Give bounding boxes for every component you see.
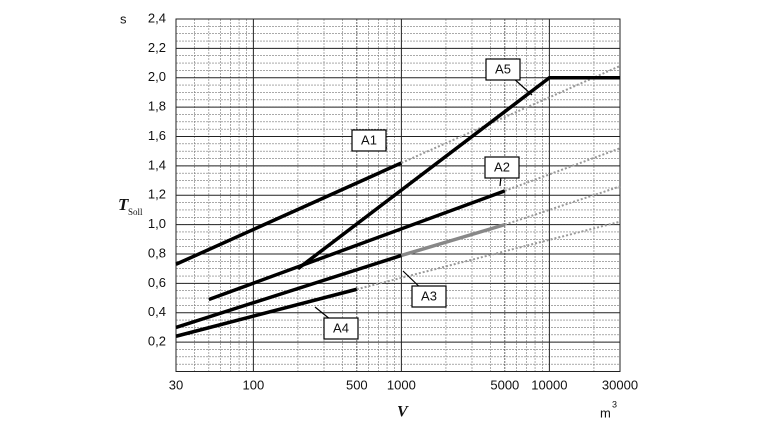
x-tick-label: 30000 [602, 377, 638, 392]
y-tick-label: 1,6 [148, 128, 166, 143]
series-line [175, 161, 403, 266]
y-tick-label: 0,2 [148, 334, 166, 349]
y-tick-label: 1,0 [148, 216, 166, 231]
y-tick-label: 2,4 [148, 10, 166, 25]
y-tick-label: 1,2 [148, 187, 166, 202]
series-label: A4 [333, 320, 349, 335]
x-tick-label: 100 [243, 377, 265, 392]
x-tick-label: 10000 [531, 377, 567, 392]
y-tick-label: 1,8 [148, 99, 166, 114]
x-unit: m [600, 405, 611, 420]
series-label: A1 [361, 132, 377, 147]
series-line [208, 189, 506, 302]
x-label: V [397, 404, 409, 421]
series-line [504, 185, 621, 226]
label-box [351, 129, 387, 152]
y-tick-label: 2,0 [148, 69, 166, 84]
label-box [485, 58, 521, 81]
series-line [175, 287, 358, 338]
x-tick-label: 30 [169, 377, 183, 392]
x-unit-sup: 3 [612, 399, 617, 409]
label-box [484, 156, 520, 179]
y-tick-label: 0,8 [148, 245, 166, 260]
label-box [323, 317, 359, 340]
y-label: T [118, 195, 129, 214]
y-tick-label: 2,2 [148, 40, 166, 55]
series-line [400, 222, 506, 258]
x-tick-label: 5000 [490, 377, 519, 392]
series-label: A3 [421, 288, 437, 303]
series-line [175, 253, 402, 330]
plot-frame [175, 18, 621, 372]
series-line [504, 147, 621, 192]
y-tick-label: 0,4 [148, 304, 166, 319]
series-label: A2 [494, 159, 510, 174]
series-line [356, 220, 621, 291]
label-box [411, 285, 447, 308]
series-label: A5 [495, 61, 511, 76]
series-line [296, 76, 620, 271]
x-tick-label: 1000 [387, 377, 416, 392]
y-label-sub: Soll [128, 207, 143, 217]
x-tick-label: 500 [346, 377, 368, 392]
y-unit: s [120, 11, 127, 26]
y-tick-label: 0,6 [148, 275, 166, 290]
y-tick-label: 1,4 [148, 157, 166, 172]
